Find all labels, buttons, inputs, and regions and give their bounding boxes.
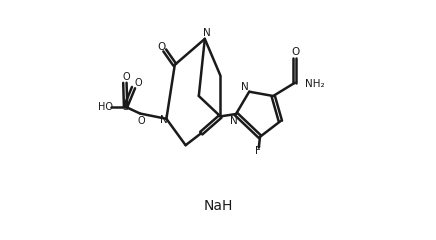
Text: N: N (160, 115, 167, 125)
Text: HO: HO (98, 102, 112, 112)
Text: S: S (122, 102, 129, 112)
Text: N: N (203, 28, 211, 38)
Text: O: O (137, 116, 145, 126)
Text: NH₂: NH₂ (305, 79, 324, 89)
Text: F: F (255, 146, 261, 156)
Text: O: O (135, 78, 142, 88)
Text: O: O (292, 47, 300, 57)
Text: O: O (157, 42, 165, 52)
Text: NaH: NaH (203, 199, 233, 213)
Text: N: N (230, 116, 238, 126)
Text: N: N (241, 82, 249, 92)
Text: O: O (123, 72, 131, 82)
